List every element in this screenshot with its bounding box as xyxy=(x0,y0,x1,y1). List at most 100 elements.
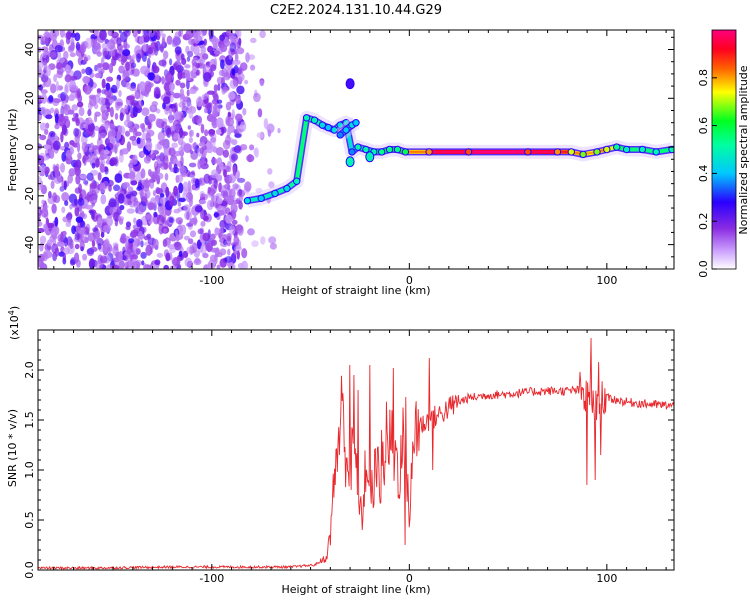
noise-speckle xyxy=(183,204,191,212)
noise-speckle xyxy=(188,88,197,95)
noise-speckle xyxy=(196,132,200,138)
noise-speckle xyxy=(267,168,273,175)
ridge-point xyxy=(354,143,362,151)
noise-speckle xyxy=(126,141,132,152)
noise-speckle xyxy=(188,111,194,119)
noise-speckle xyxy=(182,131,189,136)
noise-speckle xyxy=(100,194,107,205)
noise-speckle xyxy=(199,199,207,205)
noise-speckle xyxy=(125,221,132,228)
noise-speckle xyxy=(127,186,134,193)
noise-speckle xyxy=(65,221,72,227)
noise-speckle xyxy=(182,99,186,108)
noise-speckle xyxy=(232,199,242,205)
noise-speckle xyxy=(89,182,98,189)
noise-speckle xyxy=(207,45,214,53)
noise-speckle xyxy=(219,34,226,41)
noise-speckle xyxy=(173,163,178,174)
noise-speckle xyxy=(119,31,128,43)
noise-speckle xyxy=(185,191,194,203)
noise-speckle xyxy=(221,67,228,78)
noise-speckle xyxy=(200,210,205,220)
noise-speckle xyxy=(125,130,130,137)
noise-speckle xyxy=(186,211,190,220)
ridge-point xyxy=(293,177,301,185)
noise-speckle xyxy=(163,264,169,269)
snr-scale-close: ) xyxy=(8,306,21,310)
spectrogram-y-tick-label: 0 xyxy=(23,144,36,151)
noise-speckle xyxy=(76,101,84,108)
noise-speckle xyxy=(63,115,69,122)
noise-speckle xyxy=(208,178,212,185)
noise-speckle xyxy=(105,90,114,100)
noise-speckle xyxy=(238,72,245,82)
snr-scale-exponent: 4 xyxy=(7,310,16,315)
noise-speckle xyxy=(91,212,95,220)
colorbar: 0.0 0.2 0.4 0.6 0.8 Normalized spectral ampl… xyxy=(697,29,750,278)
noise-speckle xyxy=(231,153,239,161)
noise-speckle xyxy=(125,242,129,249)
snr-x-tick-label: 100 xyxy=(596,572,617,585)
noise-speckle xyxy=(89,195,98,205)
noise-speckle xyxy=(104,238,110,248)
spectrogram-y-tick-label: 40 xyxy=(23,43,36,57)
noise-speckle xyxy=(172,35,181,47)
noise-speckle xyxy=(133,217,137,224)
noise-speckle xyxy=(255,187,263,194)
noise-speckle xyxy=(173,133,180,139)
noise-speckle xyxy=(118,30,122,34)
noise-speckle xyxy=(213,93,219,102)
noise-speckle xyxy=(173,110,180,120)
noise-speckle xyxy=(106,76,114,82)
noise-speckle xyxy=(38,259,44,268)
noise-speckle xyxy=(227,126,232,136)
noise-speckle xyxy=(162,238,168,248)
noise-speckle xyxy=(211,116,218,126)
noise-speckle xyxy=(129,86,137,92)
noise-speckle xyxy=(48,191,52,199)
colorbar-ticks: 0.0 0.2 0.4 0.6 0.8 xyxy=(697,69,717,278)
noise-speckle xyxy=(244,181,252,192)
noise-speckle xyxy=(114,257,122,266)
noise-speckle xyxy=(189,149,193,155)
noise-speckle xyxy=(52,98,62,104)
noise-speckle xyxy=(140,251,147,259)
noise-speckle xyxy=(183,143,192,154)
noise-speckle xyxy=(254,147,259,158)
noise-speckle xyxy=(119,236,127,244)
noise-speckle xyxy=(157,131,165,142)
noise-speckle xyxy=(203,38,207,46)
noise-speckle xyxy=(174,46,182,55)
noise-speckle xyxy=(223,36,229,47)
noise-speckle xyxy=(215,128,222,135)
noise-speckle xyxy=(143,263,147,269)
noise-speckle xyxy=(136,137,141,145)
noise-speckle xyxy=(99,255,108,264)
noise-speckle xyxy=(64,74,72,83)
noise-speckle xyxy=(194,205,203,213)
noise-speckle xyxy=(237,177,246,183)
noise-speckle xyxy=(53,74,57,83)
noise-speckle xyxy=(250,37,257,44)
noise-speckle xyxy=(71,104,78,111)
noise-speckle xyxy=(189,130,193,138)
spectrogram-y-axis-label: Frequency (Hz) xyxy=(6,109,19,192)
noise-speckle xyxy=(207,188,216,196)
noise-speckle xyxy=(137,30,141,35)
noise-speckle xyxy=(112,245,119,256)
ridge-point xyxy=(330,126,338,134)
noise-speckle xyxy=(129,135,137,141)
noise-speckle xyxy=(53,165,59,172)
noise-speckle xyxy=(235,113,243,122)
ridge-point xyxy=(348,148,356,156)
noise-speckle xyxy=(148,30,155,38)
noise-speckle xyxy=(225,101,232,111)
noise-speckle xyxy=(134,45,142,57)
noise-speckle xyxy=(174,150,181,157)
noise-speckle xyxy=(87,122,95,132)
noise-speckle xyxy=(134,89,141,100)
noise-speckle xyxy=(268,236,277,244)
noise-speckle xyxy=(153,211,158,218)
noise-speckle xyxy=(78,212,85,218)
noise-speckle xyxy=(212,109,219,118)
